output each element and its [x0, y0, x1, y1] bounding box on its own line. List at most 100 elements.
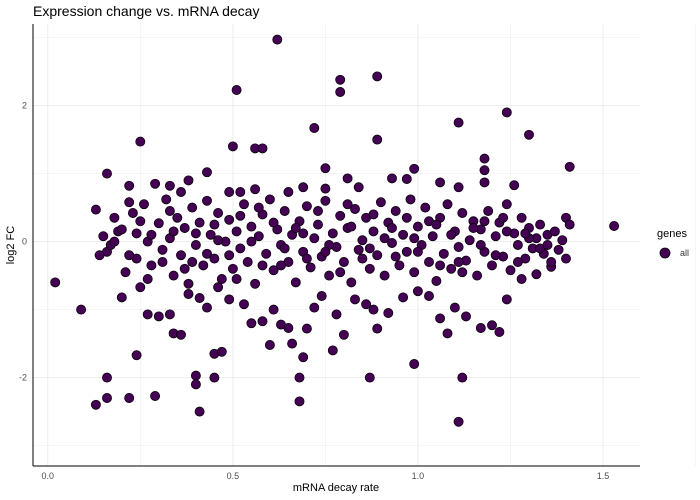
- legend: genes all: [657, 228, 689, 259]
- data-point: [361, 299, 372, 310]
- data-point: [164, 180, 175, 191]
- data-point: [457, 372, 468, 383]
- data-point: [379, 233, 390, 244]
- data-point: [379, 270, 390, 281]
- y-tick-label: -2: [19, 373, 27, 383]
- data-point: [94, 250, 105, 261]
- data-point: [253, 202, 264, 213]
- data-point: [401, 174, 412, 184]
- data-point: [164, 206, 175, 216]
- data-point: [487, 320, 497, 331]
- data-point: [90, 399, 101, 410]
- data-point: [424, 291, 434, 301]
- data-point: [268, 217, 279, 228]
- data-point: [257, 316, 268, 327]
- data-point: [227, 263, 238, 274]
- data-point: [494, 327, 505, 337]
- data-point: [161, 194, 172, 205]
- chart-title: Expression change vs. mRNA decay: [33, 3, 259, 19]
- data-point: [187, 257, 198, 267]
- data-point: [257, 143, 268, 154]
- data-point: [464, 235, 475, 246]
- data-point: [194, 293, 205, 303]
- data-point: [442, 199, 453, 210]
- data-point: [409, 233, 420, 244]
- data-point: [427, 231, 438, 242]
- data-point: [524, 129, 534, 140]
- data-point: [146, 260, 157, 271]
- data-point: [202, 302, 212, 313]
- data-point: [335, 74, 346, 85]
- data-point: [438, 248, 449, 259]
- data-point: [431, 219, 442, 230]
- data-point: [453, 416, 464, 427]
- data-point: [290, 223, 301, 233]
- data-point: [301, 323, 312, 334]
- data-point: [479, 177, 490, 188]
- data-point: [542, 240, 553, 250]
- data-point: [290, 277, 301, 288]
- data-point: [342, 199, 353, 210]
- data-point: [157, 257, 168, 267]
- data-point: [301, 201, 312, 212]
- data-point: [102, 372, 112, 383]
- data-point: [239, 299, 249, 310]
- data-point: [383, 308, 394, 318]
- data-point: [231, 274, 242, 284]
- data-point: [198, 260, 209, 271]
- legend-swatch: [659, 247, 671, 259]
- data-point: [475, 323, 486, 333]
- data-point: [420, 202, 431, 213]
- data-point: [335, 267, 346, 278]
- data-point: [190, 228, 201, 239]
- data-point: [146, 229, 157, 240]
- data-point: [435, 260, 446, 271]
- data-point: [475, 240, 486, 250]
- data-point: [157, 244, 168, 255]
- data-point: [446, 263, 457, 274]
- data-point: [338, 257, 349, 267]
- data-point: [216, 274, 227, 284]
- data-point: [235, 187, 246, 197]
- data-point: [261, 248, 272, 259]
- data-point: [564, 161, 575, 172]
- legend-title: genes: [657, 228, 687, 240]
- data-point: [501, 226, 512, 237]
- data-point: [453, 182, 464, 193]
- data-point: [390, 206, 401, 216]
- data-point: [127, 208, 138, 218]
- data-point: [246, 221, 257, 232]
- data-point: [264, 340, 275, 350]
- data-point: [479, 165, 490, 176]
- x-axis-title: mRNA decay rate: [293, 482, 379, 494]
- data-point: [279, 206, 290, 216]
- data-point: [472, 270, 483, 281]
- data-point: [194, 217, 205, 228]
- data-point: [412, 246, 423, 257]
- data-point: [346, 277, 357, 288]
- data-point: [409, 267, 420, 278]
- data-point: [535, 219, 546, 230]
- data-point: [531, 269, 542, 280]
- data-point: [353, 182, 364, 193]
- data-point: [509, 180, 520, 191]
- data-point: [324, 270, 335, 281]
- data-point: [124, 197, 135, 208]
- data-point: [387, 238, 397, 248]
- data-point: [398, 229, 409, 240]
- data-point: [135, 136, 146, 147]
- data-point: [239, 199, 249, 210]
- data-point: [209, 372, 220, 383]
- data-point: [313, 206, 323, 216]
- data-point: [353, 244, 364, 255]
- data-point: [490, 250, 501, 261]
- x-tick-label: 1.5: [597, 471, 610, 481]
- data-point: [350, 294, 360, 305]
- data-point: [135, 282, 146, 293]
- data-point: [183, 175, 194, 186]
- data-point: [468, 223, 479, 233]
- data-point: [490, 231, 501, 242]
- data-point: [142, 309, 153, 320]
- data-point: [501, 107, 512, 118]
